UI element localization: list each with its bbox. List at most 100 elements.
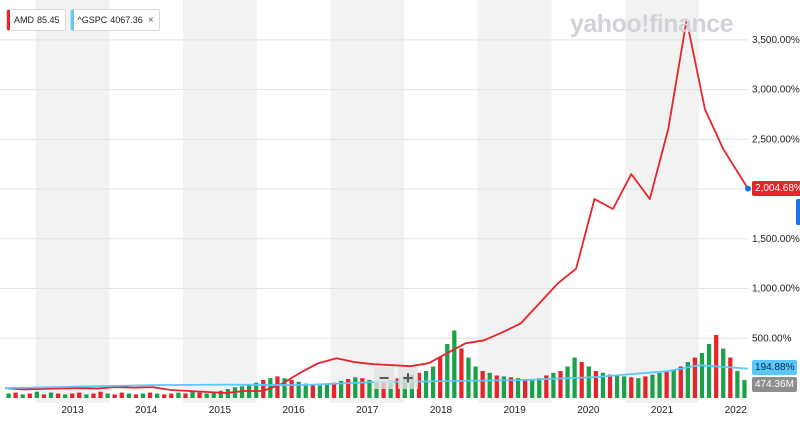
x-tick-label: 2020 [577, 405, 600, 416]
volume-bar [706, 344, 712, 398]
year-band [477, 0, 552, 403]
amd-color-swatch [7, 10, 10, 30]
volume-bar [593, 371, 598, 398]
y-tick-label: 3,500.00% [752, 35, 800, 46]
volume-bar [501, 376, 506, 398]
volume-bar [169, 393, 174, 398]
y-grid [0, 39, 748, 339]
volume-bar [544, 375, 549, 398]
volume-bar [430, 366, 436, 398]
volume-bar [586, 366, 591, 398]
volume-bar [692, 357, 698, 398]
zoom-controls: − + [374, 367, 418, 389]
volume-bar [565, 366, 570, 398]
volume-bar [13, 392, 18, 398]
volume-bar [63, 394, 68, 398]
volume-bar [55, 393, 61, 398]
volume-bar [112, 394, 117, 398]
volume-bar [70, 393, 75, 398]
volume-bar [551, 372, 556, 398]
volume-bar [657, 372, 662, 398]
volume-bar [699, 353, 705, 398]
volume-bar [558, 371, 563, 398]
volume-bar [296, 381, 301, 398]
volume-bar [537, 378, 542, 398]
volume-bar [607, 374, 613, 398]
volume-bar [126, 393, 131, 398]
year-bands [35, 0, 699, 403]
volume-bar [91, 393, 96, 398]
volume-bar [742, 380, 747, 398]
volume-bar [98, 391, 103, 398]
volume-bar [48, 392, 54, 398]
volume-bar [20, 394, 25, 398]
legend-symbol: ^GSPC [77, 15, 108, 25]
volume-bar [155, 393, 160, 398]
volume-bar [162, 394, 167, 398]
volume-bar [331, 382, 337, 398]
volume-bar [685, 362, 690, 398]
volume-bar [261, 380, 266, 398]
volume-bar [530, 380, 535, 398]
volume-bar [324, 384, 330, 398]
legend-value: 85.45 [37, 15, 60, 25]
x-tick-label: 2014 [135, 405, 158, 416]
x-tick-label: 2015 [209, 405, 232, 416]
volume-bar [452, 330, 457, 398]
volume-bar [317, 385, 323, 398]
volume-bar [600, 372, 606, 398]
volume-bar [6, 393, 11, 398]
volume-bar [522, 379, 528, 398]
volume-bar [664, 371, 669, 398]
volume-bar [353, 377, 358, 398]
volume-bar [416, 372, 422, 398]
legend-symbol: AMD [14, 15, 34, 25]
volume-bar [197, 392, 202, 398]
volume-bar [381, 381, 386, 398]
x-tick-label: 2021 [651, 405, 674, 416]
volume-bar [176, 392, 181, 398]
volume-bar [34, 391, 39, 398]
x-tick-label: 2013 [61, 405, 84, 416]
volume-bar [190, 391, 195, 398]
legend-chip-amd[interactable]: AMD 85.45 [6, 9, 66, 31]
volume-bar [310, 384, 315, 398]
volume-bar [721, 348, 726, 398]
volume-bar [622, 376, 627, 398]
volume-bar [579, 362, 584, 398]
volume-bar [133, 394, 139, 398]
volume-bar [303, 383, 308, 398]
volume-bar [466, 357, 471, 398]
volume-bar [728, 357, 733, 398]
legend-chip-gspc[interactable]: ^GSPC 4067.36 × [69, 9, 160, 31]
volume-bar [395, 378, 400, 398]
volume-bar [275, 376, 280, 398]
volume-bar [374, 380, 379, 398]
x-tick-label: 2019 [504, 405, 527, 416]
volume-bar [105, 393, 110, 398]
volume-bar [671, 369, 676, 398]
volume-bar [211, 392, 216, 398]
volume-bar [119, 392, 124, 398]
year-band [330, 0, 405, 403]
y-tick-label: 1,500.00% [752, 234, 800, 245]
volume-bar [508, 377, 514, 398]
x-tick-label: 2016 [282, 405, 305, 416]
volume-bar [459, 348, 464, 398]
volume-bar [636, 378, 641, 398]
x-tick-label: 2018 [430, 405, 453, 416]
volume-flag: 474.36M [752, 377, 797, 392]
scroll-handle[interactable] [796, 199, 800, 225]
close-icon[interactable]: × [147, 14, 154, 26]
volume-bar [494, 375, 499, 398]
y-tick-label: 1,000.00% [752, 284, 800, 295]
volume-bar [650, 374, 655, 398]
volume-bar [480, 371, 485, 398]
zoom-out-button[interactable]: − [374, 367, 394, 389]
volume-bar [735, 371, 740, 398]
volume-bar [614, 375, 620, 398]
brand-logo: yahoo!finance [570, 10, 733, 38]
zoom-in-button[interactable]: + [398, 367, 418, 389]
x-tick-label: 2017 [356, 405, 379, 416]
